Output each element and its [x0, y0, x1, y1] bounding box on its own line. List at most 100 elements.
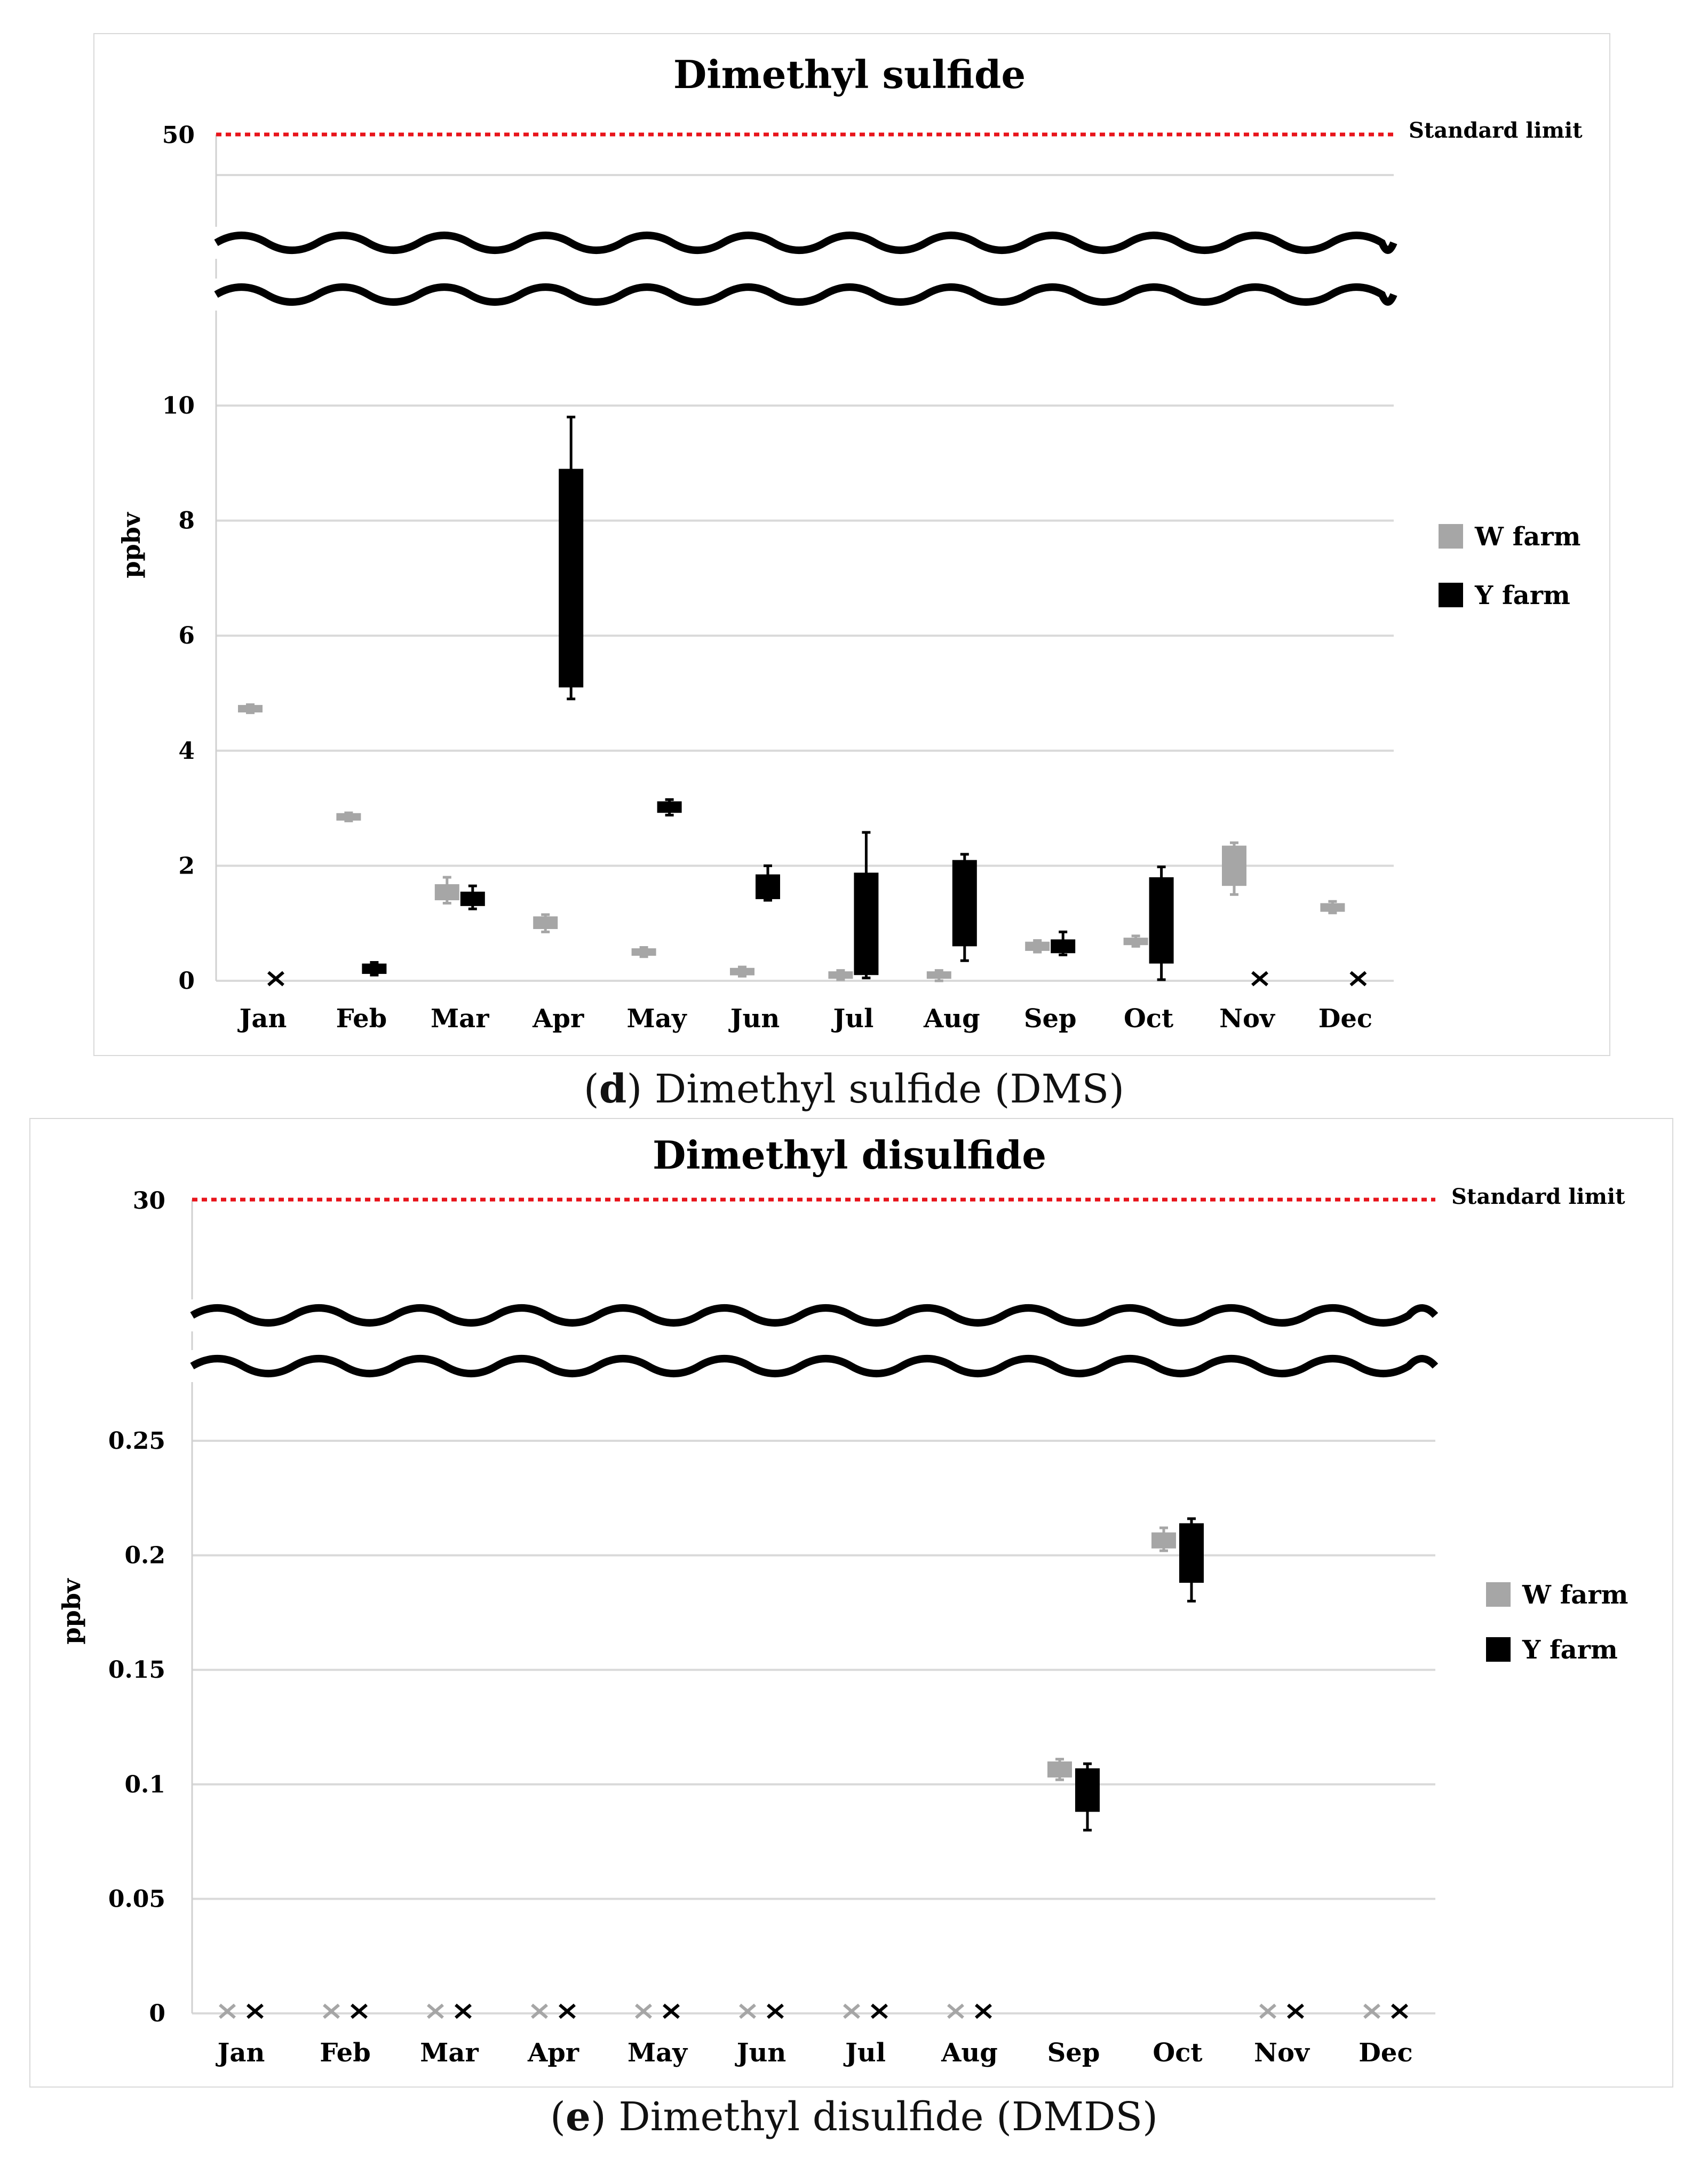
axis-break-wave [214, 283, 1397, 306]
axis-break-wave [190, 1304, 1439, 1327]
box-w-farm [1151, 1532, 1176, 1549]
zero-marker [947, 2003, 964, 2019]
box-w-farm [434, 884, 459, 901]
x-tick-label: Jan [216, 2038, 265, 2068]
zero-marker [427, 2003, 444, 2019]
zero-marker [1251, 971, 1268, 987]
zero-marker [767, 2003, 784, 2019]
box-w-farm [1025, 941, 1050, 951]
box-y-farm [1149, 877, 1174, 964]
box-w-farm [926, 971, 951, 979]
box-y-farm [362, 963, 387, 974]
x-tick-label: Mar [420, 2038, 479, 2068]
y-tick-label: 0 [178, 967, 195, 995]
box-w-farm [631, 948, 656, 956]
x-tick-label: Aug [941, 2038, 998, 2068]
standard-limit-label: Standard limit [1409, 118, 1583, 143]
zero-marker [1391, 2003, 1408, 2019]
caption-dms: (d) Dimethyl sulfide (DMS) [583, 1066, 1125, 1112]
x-tick-label: Jul [843, 2038, 886, 2068]
y-tick-label-limit: 30 [133, 1187, 165, 1215]
box-w-farm [336, 813, 361, 821]
box-w-farm [533, 916, 558, 929]
box-y-farm [559, 469, 584, 688]
x-tick-label: Dec [1359, 2038, 1412, 2068]
zero-marker [455, 2003, 472, 2019]
x-tick-label: Apr [527, 2038, 579, 2068]
legend-label: Y farm [1522, 1635, 1618, 1665]
y-tick-label: 0 [149, 2000, 165, 2027]
y-axis-label: ppbv [57, 1578, 86, 1644]
x-tick-label: Apr [532, 1004, 584, 1034]
y-tick-label: 2 [178, 852, 195, 879]
chart-panel-dms [93, 33, 1610, 1056]
zero-marker [1349, 971, 1367, 987]
x-tick-label: Jun [728, 1004, 780, 1034]
box-y-farm [657, 801, 682, 813]
standard-limit-label: Standard limit [1451, 1184, 1625, 1209]
x-tick-label: Sep [1024, 1004, 1077, 1034]
axis-break-wave [190, 1355, 1439, 1377]
chart-title: Dimethyl disulfide [653, 1132, 1046, 1178]
zero-marker [975, 2003, 992, 2019]
x-tick-label: Jun [735, 2038, 787, 2068]
zero-marker [871, 2003, 888, 2019]
box-y-farm [1179, 1523, 1204, 1583]
box-w-farm [828, 971, 853, 979]
zero-marker [843, 2003, 860, 2019]
zero-marker [663, 2003, 680, 2019]
x-tick-label: Nov [1254, 2038, 1310, 2068]
box-w-farm [1123, 938, 1148, 946]
box-y-farm [1051, 939, 1076, 954]
box-w-farm [1047, 1761, 1072, 1778]
y-tick-label: 10 [162, 392, 195, 419]
x-tick-label: Aug [923, 1004, 980, 1034]
box-y-farm [460, 891, 485, 906]
box-w-farm [730, 967, 754, 975]
axis-break-mask [213, 279, 1396, 311]
legend-label: Y farm [1474, 581, 1570, 610]
caption-dmds: (e) Dimethyl disulfide (DMDS) [550, 2094, 1158, 2140]
x-tick-label: Mar [431, 1004, 489, 1034]
zero-marker [531, 2003, 548, 2019]
zero-marker [247, 2003, 264, 2019]
x-tick-label: Sep [1047, 2038, 1100, 2068]
zero-marker [267, 971, 284, 987]
x-tick-label: May [627, 2038, 688, 2068]
zero-marker [1259, 2003, 1276, 2019]
y-tick-label: 4 [178, 737, 195, 765]
legend-swatch [1486, 1582, 1511, 1607]
x-tick-label: Oct [1153, 2038, 1202, 2068]
x-tick-label: Jan [237, 1004, 287, 1034]
y-tick-label: 0.15 [108, 1656, 165, 1684]
y-tick-label: 0.05 [108, 1885, 165, 1913]
y-tick-label: 8 [178, 507, 195, 535]
y-tick-label: 0.1 [124, 1771, 165, 1798]
x-tick-label: Dec [1318, 1004, 1372, 1034]
y-tick-label: 6 [178, 622, 195, 649]
caption-letter: e [565, 2094, 591, 2140]
caption-letter: d [599, 1066, 627, 1112]
zero-marker [1287, 2003, 1304, 2019]
box-y-farm [756, 874, 780, 899]
zero-marker [323, 2003, 340, 2019]
x-tick-label: May [627, 1004, 688, 1034]
box-y-farm [952, 860, 977, 947]
y-tick-label: 0.2 [124, 1542, 165, 1569]
zero-marker [351, 2003, 368, 2019]
x-tick-label: Nov [1219, 1004, 1276, 1034]
y-tick-label-limit: 50 [162, 122, 195, 149]
legend-swatch [1439, 524, 1463, 549]
box-w-farm [238, 705, 263, 713]
box-w-farm [1222, 845, 1246, 886]
box-w-farm [1320, 903, 1345, 912]
zero-marker [739, 2003, 756, 2019]
x-tick-label: Feb [336, 1004, 387, 1034]
chart-title: Dimethyl sulfide [673, 52, 1026, 97]
box-y-farm [1075, 1768, 1100, 1812]
x-tick-label: Jul [831, 1004, 873, 1034]
chart-panel-dmds [29, 1118, 1673, 2088]
y-axis-label: ppbv [117, 512, 146, 578]
x-tick-label: Feb [320, 2038, 371, 2068]
